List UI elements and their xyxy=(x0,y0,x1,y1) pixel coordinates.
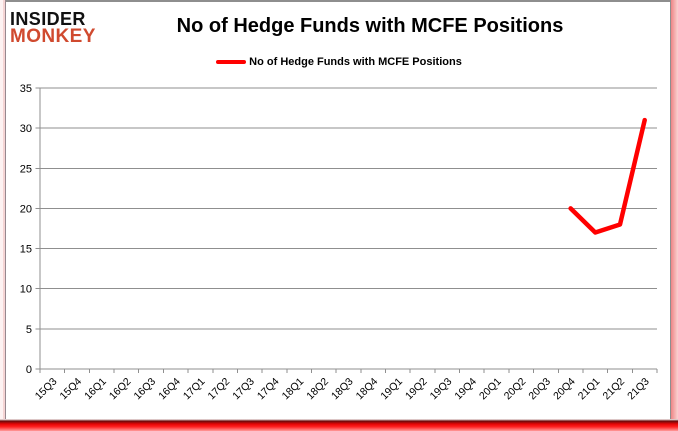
x-axis-tick-label: 17Q2 xyxy=(206,376,233,403)
frame-bottom-border xyxy=(0,419,678,431)
x-axis-tick-label: 19Q3 xyxy=(428,376,455,403)
logo-monkey-text: MONKEY xyxy=(10,25,96,47)
x-axis-tick-label: 19Q4 xyxy=(452,376,479,403)
x-axis-tick-label: 20Q1 xyxy=(477,376,504,403)
y-axis-tick-label: 35 xyxy=(20,83,32,95)
x-axis-tick-label: 20Q3 xyxy=(526,376,553,403)
y-axis-tick-label: 10 xyxy=(20,284,32,296)
y-axis-tick-label: 20 xyxy=(20,203,32,215)
x-axis-tick-label: 18Q3 xyxy=(329,376,356,403)
legend: No of Hedge Funds with MCFE Positions xyxy=(0,56,678,68)
insider-monkey-logo: INSIDER MONKEY xyxy=(10,9,96,47)
y-axis-tick-label: 30 xyxy=(20,123,32,135)
x-axis-tick-label: 20Q4 xyxy=(551,376,578,403)
y-axis-tick-label: 5 xyxy=(26,324,32,336)
x-axis-tick-label: 17Q1 xyxy=(181,376,208,403)
y-axis-tick-label: 0 xyxy=(26,364,32,376)
x-axis-tick-label: 16Q3 xyxy=(132,376,159,403)
frame-left-border xyxy=(0,0,6,431)
series-line xyxy=(568,117,647,235)
frame-top-border xyxy=(0,0,678,2)
logo-insider-text: INSIDER xyxy=(10,9,86,29)
x-axis-tick-label: 17Q4 xyxy=(255,376,282,403)
chart-title: No of Hedge Funds with MCFE Positions xyxy=(176,15,564,37)
x-axis-tick-label: 21Q2 xyxy=(600,376,627,403)
legend-label: No of Hedge Funds with MCFE Positions xyxy=(249,56,462,68)
x-axis-tick-label: 17Q3 xyxy=(230,376,257,403)
x-axis-tick-label: 19Q2 xyxy=(403,376,430,403)
x-axis-tick-label: 16Q4 xyxy=(156,376,183,403)
x-axis-tick-label: 20Q2 xyxy=(502,376,529,403)
y-axis-tick-label: 25 xyxy=(20,163,32,175)
x-axis-tick-label: 21Q1 xyxy=(576,376,603,403)
x-axis-tick-label: 16Q1 xyxy=(82,376,109,403)
frame-right-border xyxy=(670,0,678,431)
x-axis-tick-label: 15Q3 xyxy=(33,376,60,403)
x-axis-tick-label: 18Q2 xyxy=(304,376,331,403)
y-axis-tick-label: 15 xyxy=(20,244,32,256)
x-axis-tick-label: 15Q4 xyxy=(57,376,84,403)
legend-line-swatch xyxy=(216,60,247,64)
x-axis-tick-label: 19Q1 xyxy=(378,376,405,403)
x-axis-tick-label: 16Q2 xyxy=(107,376,134,403)
x-axis-tick-label: 18Q1 xyxy=(280,376,307,403)
x-axis-tick-label: 21Q3 xyxy=(625,376,652,403)
x-axis-tick-label: 18Q4 xyxy=(354,376,381,403)
